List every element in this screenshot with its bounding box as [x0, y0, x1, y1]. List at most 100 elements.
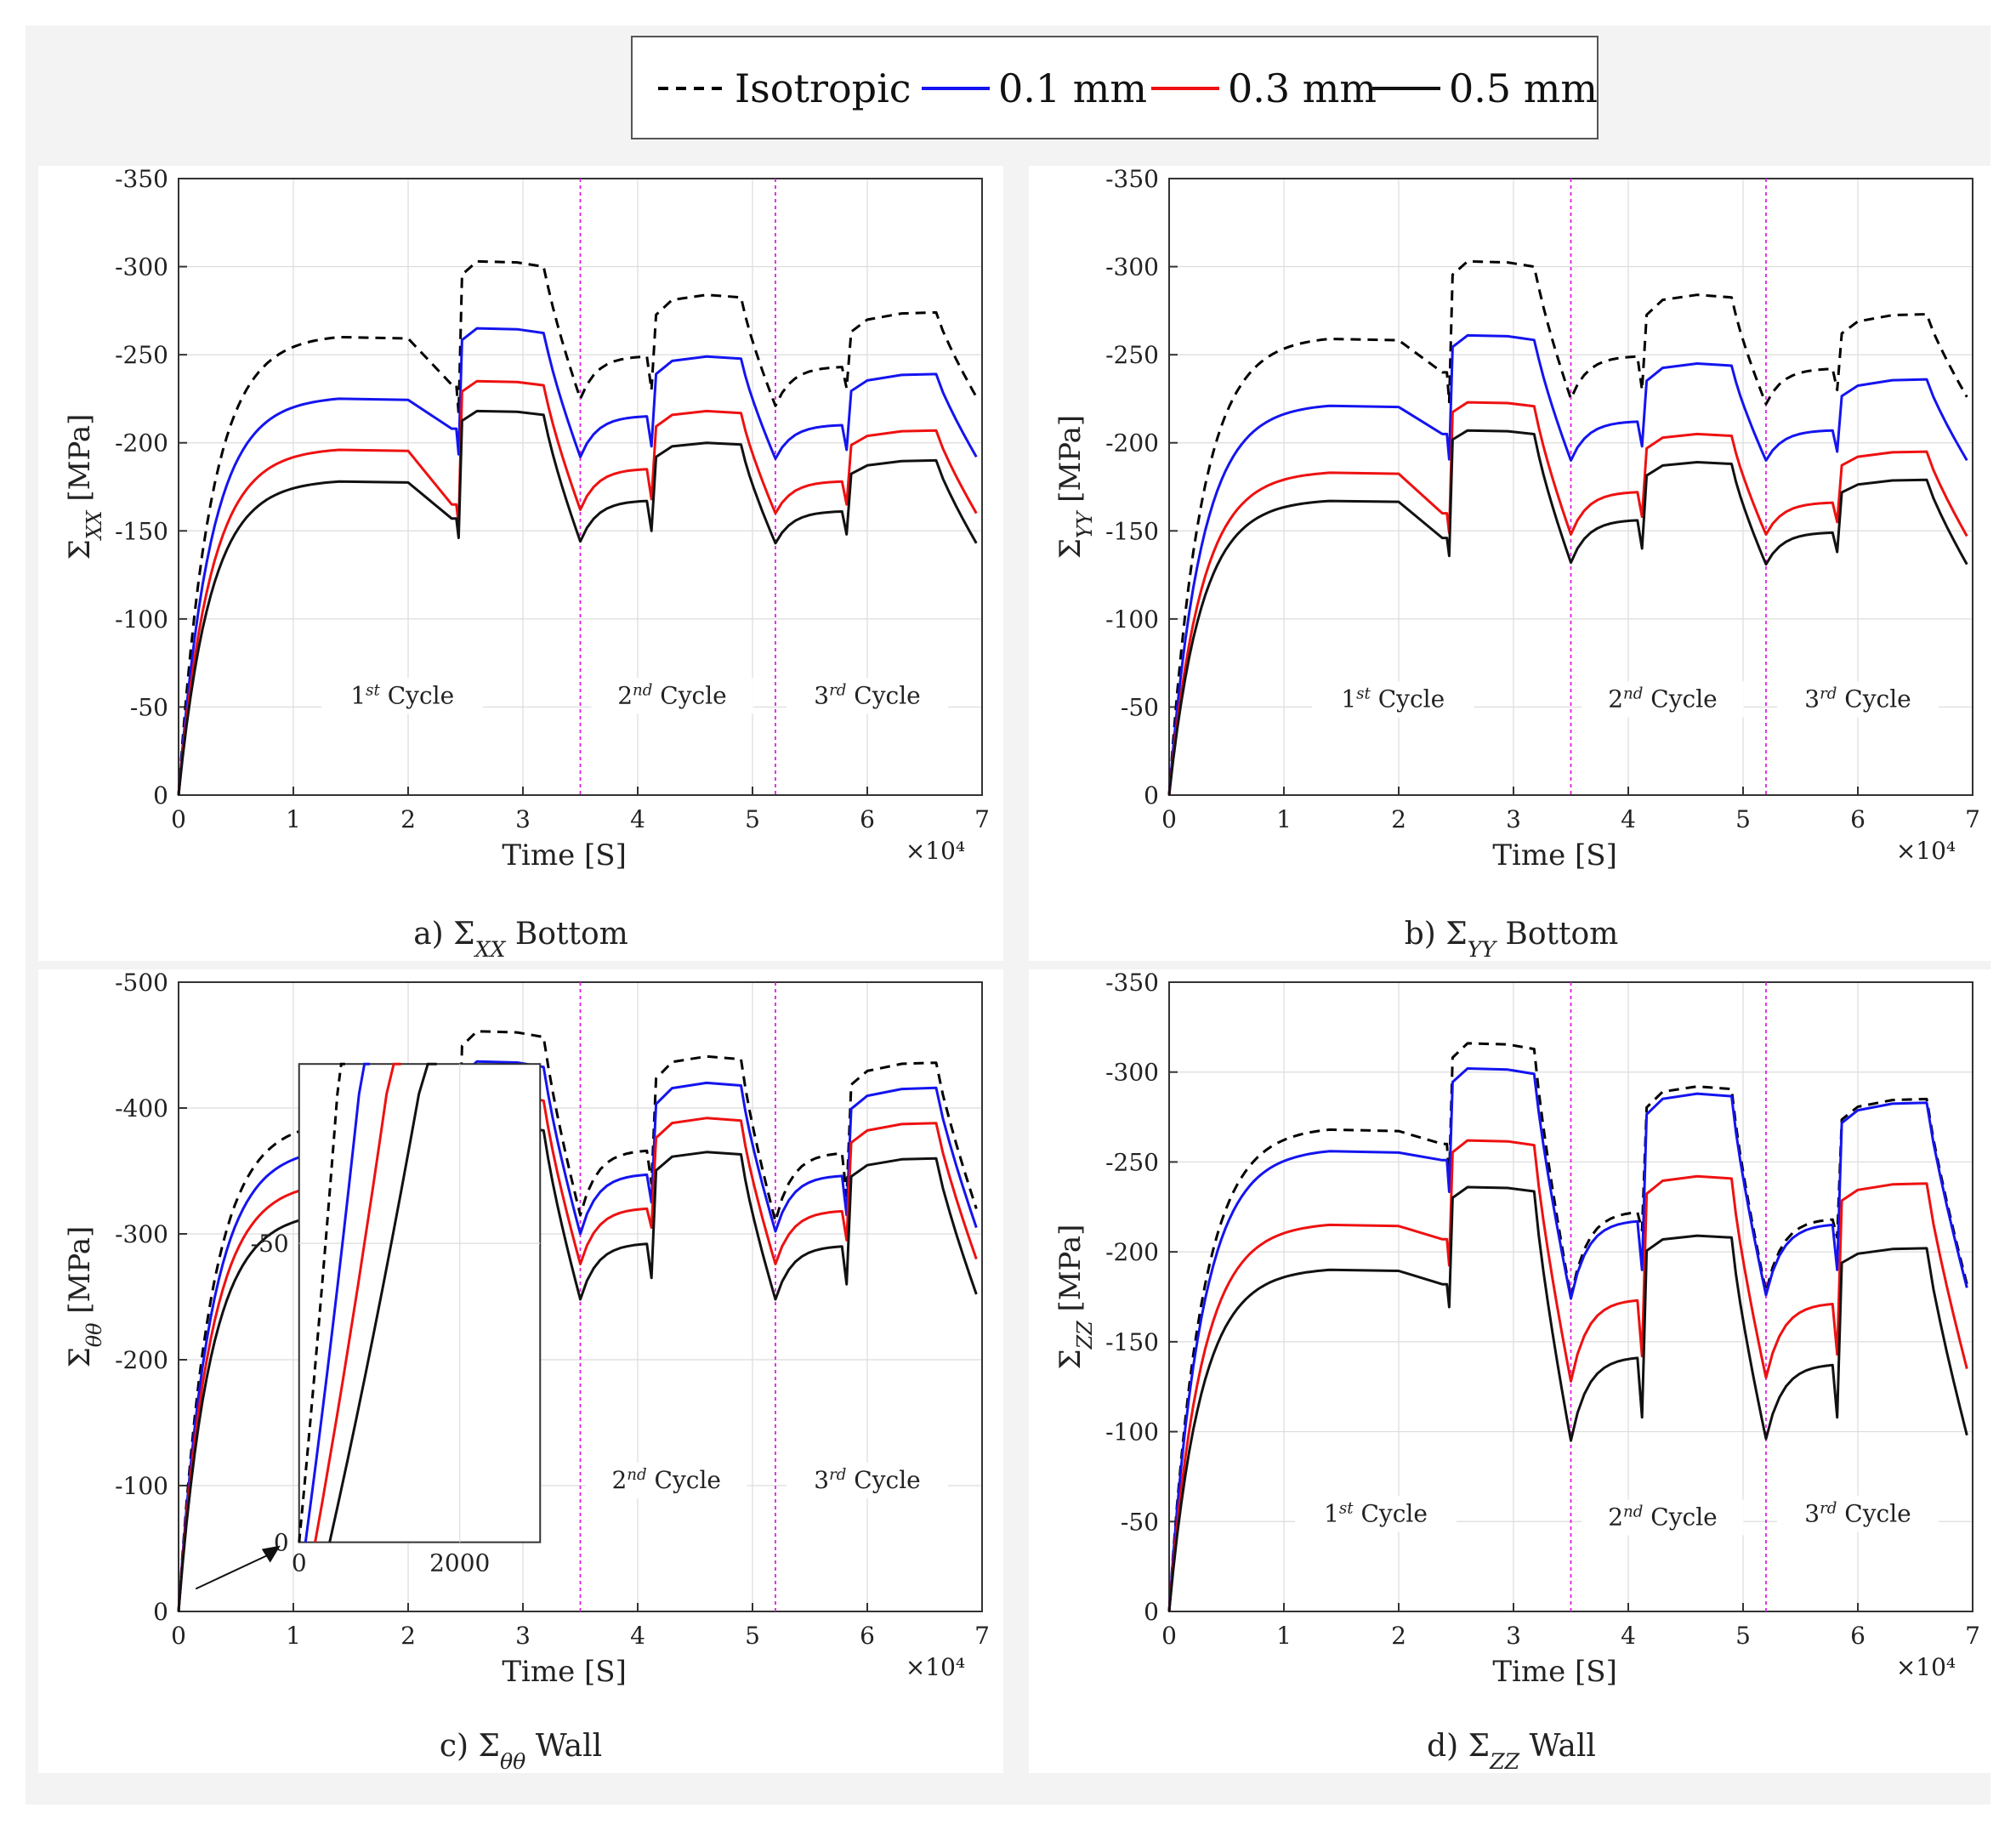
x-tick-label: 3	[515, 1622, 531, 1650]
panel-c: 0 1 2 3 4 5 6 7 0 -100 -200 -300 -400 -500 ×10⁴ Time [S…	[38, 969, 1003, 1773]
y-axis-label: Σθθ [MPa]	[63, 1226, 106, 1367]
x-multiplier: ×10⁴	[906, 1653, 965, 1681]
x-axis-label: Time [S]	[502, 838, 627, 872]
legend-label: Isotropic	[735, 65, 911, 111]
y-tick-label: -50	[130, 693, 168, 721]
x-tick-label: 0	[171, 805, 186, 833]
x-tick-label: 2	[400, 805, 416, 833]
x-tick-label: 3	[1506, 1622, 1521, 1650]
x-multiplier: ×10⁴	[1896, 1653, 1956, 1681]
x-tick-label: 3	[515, 805, 531, 833]
cycle-label-bg	[787, 1462, 948, 1498]
series-line-01mm	[1167, 333, 1968, 796]
y-tick-label: -100	[1105, 605, 1159, 634]
panel-caption: b) ΣYY Bottom	[1405, 917, 1619, 961]
red-line-icon	[1151, 87, 1219, 90]
x-tick-label: 6	[1850, 805, 1866, 833]
x-tick-label: 2	[1391, 1622, 1406, 1650]
x-tick-label: 4	[1621, 1622, 1636, 1650]
x-tick-label: 5	[1735, 805, 1751, 833]
series-line-03mm	[1167, 401, 1968, 796]
inset-series-line	[328, 1062, 437, 1543]
x-tick-label: 1	[1276, 805, 1292, 833]
cycle-label: 1st Cycle	[1341, 685, 1445, 713]
cycle-label: 2nd Cycle	[617, 681, 727, 710]
cycle-label-bg	[1582, 1499, 1744, 1536]
y-tick-label: -400	[115, 1094, 168, 1122]
x-tick-label: 4	[630, 1622, 645, 1650]
y-tick-label: -300	[1105, 1059, 1159, 1087]
y-tick-label: -350	[1105, 166, 1159, 193]
y-axis-label: ΣYY [MPa]	[1053, 415, 1097, 559]
series-line-05mm	[1167, 1185, 1968, 1612]
x-tick-label: 7	[1965, 805, 1980, 833]
y-tick-label: -350	[115, 166, 168, 193]
legend-item-isotropic: Isotropic	[658, 37, 911, 139]
series-line-01mm	[1167, 1067, 1968, 1612]
cycle-label-bg	[1312, 681, 1474, 718]
panel-d: 0 1 2 3 4 5 6 7 0 -50 -100 -150 -200 -250 -300 -350 ×10⁴…	[1029, 969, 1994, 1773]
dashed-line-icon	[658, 87, 726, 90]
x-tick-label: 2	[1391, 805, 1406, 833]
y-tick-label: -50	[1121, 693, 1159, 721]
series-line-05mm	[177, 409, 978, 796]
x-multiplier: ×10⁴	[906, 837, 965, 865]
inset-y-tick-label: -50	[251, 1230, 289, 1258]
chart-szz-wall: 0 1 2 3 4 5 6 7 0 -50 -100 -150 -200 -250 -300 -350 ×10⁴…	[1053, 969, 1980, 1773]
series-line-01mm	[177, 1060, 978, 1612]
cycle-label: 3rd Cycle	[1804, 1499, 1911, 1528]
y-tick-label: -250	[1105, 1148, 1159, 1176]
x-tick-label: 6	[1850, 1622, 1866, 1650]
y-tick-label: 0	[153, 1598, 168, 1626]
y-tick-label: 0	[1144, 781, 1159, 810]
y-axis-label: ΣXX [MPa]	[63, 414, 106, 560]
y-tick-label: -150	[115, 517, 168, 545]
x-tick-label: 6	[860, 805, 875, 833]
cycle-label: 3rd Cycle	[814, 681, 921, 710]
x-tick-label: 1	[1276, 1622, 1292, 1650]
legend-item-0-1mm: 0.1 mm	[922, 37, 1147, 139]
series-line-03mm	[1167, 1139, 1968, 1612]
panel-b: 0 1 2 3 4 5 6 7 0 -50 -100 -150 -200 -250 -300 -350 ×10⁴…	[1029, 166, 1994, 961]
cycle-label-bg	[1295, 1496, 1457, 1532]
chart-sxx-bottom: 0 1 2 3 4 5 6 7 0 -50 -100 -150 -200 -250 -300 -350 ×10⁴…	[63, 166, 990, 961]
inset-x-tick-label: 0	[292, 1549, 307, 1577]
x-tick-label: 7	[1965, 1622, 1980, 1650]
y-tick-label: -500	[115, 969, 168, 997]
x-tick-label: 5	[745, 1622, 760, 1650]
panel-caption: d) ΣZZ Wall	[1427, 1729, 1596, 1773]
y-tick-label: -100	[115, 1472, 168, 1500]
y-tick-label: -200	[115, 429, 168, 458]
inset-series-line	[298, 1062, 345, 1543]
inset-frame	[298, 1063, 542, 1543]
y-tick-label: -350	[1105, 969, 1159, 997]
series-line-Isotropic	[177, 259, 978, 796]
cycle-label: 2nd Cycle	[1608, 1503, 1718, 1532]
x-tick-label: 4	[630, 805, 645, 833]
arrow-head-icon	[261, 1545, 281, 1563]
legend-label: 0.3 mm	[1228, 65, 1377, 111]
x-axis-label: Time [S]	[1492, 1655, 1617, 1689]
y-axis-label: ΣZZ [MPa]	[1053, 1225, 1097, 1370]
y-tick-label: 0	[153, 781, 168, 810]
x-multiplier: ×10⁴	[1896, 837, 1956, 865]
x-tick-label: 0	[1161, 805, 1177, 833]
x-tick-label: 2	[400, 1622, 416, 1650]
y-tick-label: -200	[1105, 429, 1159, 458]
panel-caption: c) Σθθ Wall	[440, 1729, 602, 1773]
x-tick-label: 0	[171, 1622, 186, 1650]
x-tick-label: 3	[1506, 805, 1521, 833]
y-tick-label: -300	[115, 1220, 168, 1248]
inset-series-line	[314, 1062, 401, 1543]
y-tick-label: -100	[115, 605, 168, 634]
y-tick-label: -200	[115, 1346, 168, 1374]
y-tick-label: -200	[1105, 1238, 1159, 1266]
y-tick-label: -300	[1105, 253, 1159, 281]
black-line-icon	[1372, 87, 1440, 90]
y-tick-label: -50	[1121, 1508, 1159, 1536]
legend-item-0-5mm: 0.5 mm	[1372, 37, 1598, 139]
inset-series-line	[304, 1062, 370, 1543]
